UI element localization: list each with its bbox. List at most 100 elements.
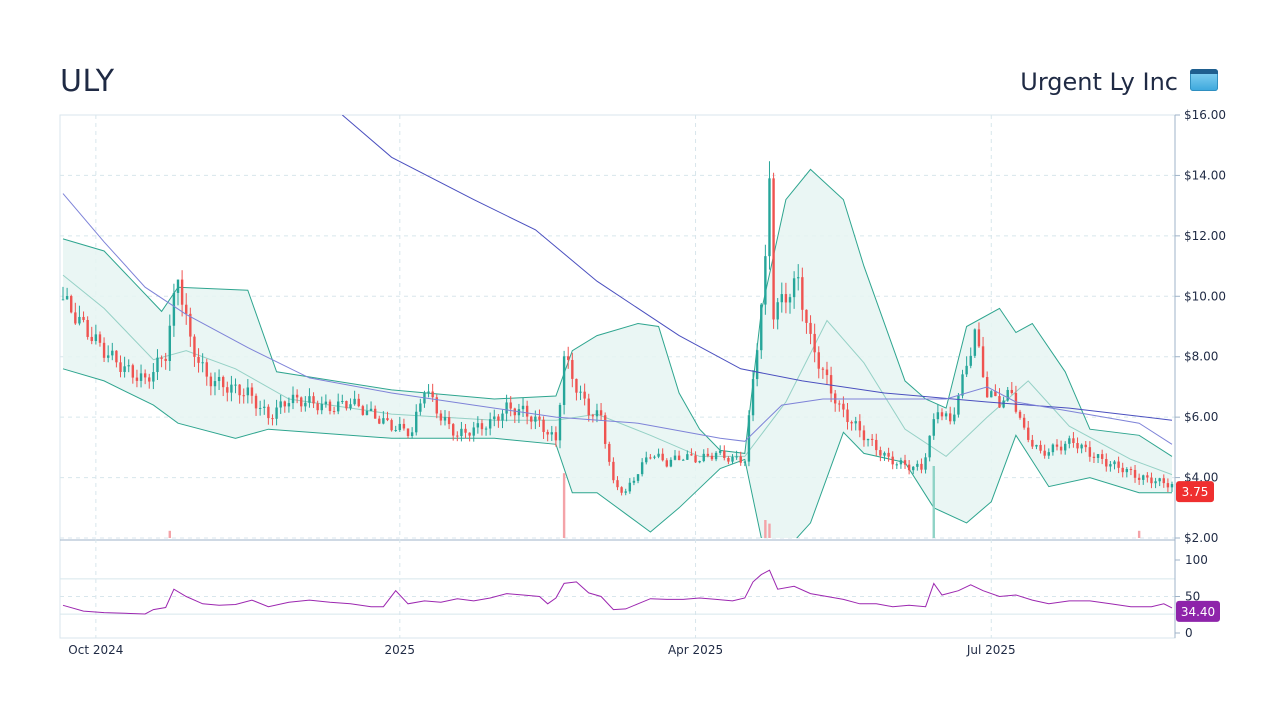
candle-body bbox=[115, 350, 118, 363]
candle-body bbox=[505, 402, 508, 414]
candle-body bbox=[747, 415, 751, 462]
candle-body bbox=[698, 461, 701, 463]
candle-body bbox=[525, 405, 529, 417]
candle-body bbox=[1039, 444, 1042, 451]
candle-body bbox=[780, 294, 783, 303]
candle-body bbox=[488, 419, 492, 429]
candle-body bbox=[772, 178, 775, 320]
candlesticks bbox=[61, 161, 1174, 496]
volume-bar bbox=[168, 530, 171, 538]
candle-body bbox=[645, 457, 648, 463]
candle-body bbox=[217, 376, 221, 382]
candle-body bbox=[1084, 444, 1087, 448]
candle-body bbox=[1006, 389, 1009, 401]
candle-body bbox=[65, 296, 69, 300]
candle-body bbox=[123, 366, 126, 372]
candle-body bbox=[267, 406, 270, 419]
candle-body bbox=[883, 452, 886, 456]
price-tick-label: $6.00 bbox=[1184, 410, 1218, 424]
candle-body bbox=[357, 398, 360, 407]
candle-body bbox=[895, 464, 899, 466]
candle-body bbox=[1051, 444, 1055, 453]
candle-body bbox=[135, 377, 139, 381]
candle-body bbox=[1129, 469, 1133, 471]
candle-body bbox=[994, 391, 997, 397]
candle-body bbox=[74, 312, 77, 324]
volume-bar bbox=[932, 466, 935, 538]
candle-body bbox=[180, 279, 184, 305]
candle-body bbox=[378, 418, 381, 424]
candle-body bbox=[562, 356, 566, 405]
candle-body bbox=[1092, 456, 1096, 458]
candle-body bbox=[682, 459, 685, 461]
price-tick-label: $2.00 bbox=[1184, 531, 1218, 545]
bollinger-middle-line bbox=[62, 274, 1173, 476]
candle-body bbox=[1100, 454, 1104, 459]
candle-body bbox=[825, 369, 829, 376]
candle-body bbox=[86, 319, 89, 337]
candle-body bbox=[612, 461, 615, 481]
value-badges: 3.75 34.40 bbox=[1176, 481, 1220, 622]
rsi-tick-label: 100 bbox=[1185, 553, 1208, 567]
candle-body bbox=[1010, 389, 1014, 393]
candle-body bbox=[669, 459, 673, 467]
volume-bar bbox=[764, 520, 767, 538]
candle-body bbox=[386, 418, 389, 421]
rsi-line bbox=[62, 569, 1173, 615]
candle-body bbox=[801, 277, 804, 310]
candle-body bbox=[193, 336, 196, 357]
candle-body bbox=[813, 333, 816, 353]
candle-body bbox=[591, 415, 595, 417]
candle-body bbox=[928, 435, 931, 458]
candle-body bbox=[973, 329, 977, 356]
candle-body bbox=[575, 378, 578, 393]
candle-body bbox=[484, 428, 488, 430]
candle-body bbox=[924, 457, 927, 470]
candle-body bbox=[308, 396, 311, 403]
candle-body bbox=[250, 387, 254, 396]
candle-body bbox=[493, 416, 496, 420]
candle-body bbox=[1064, 443, 1067, 451]
rsi-tick-label: 50 bbox=[1185, 590, 1200, 604]
candle-body bbox=[599, 410, 603, 416]
candle-body bbox=[694, 455, 697, 463]
candle-body bbox=[784, 294, 788, 303]
candle-body bbox=[727, 458, 730, 462]
bollinger-upper-line bbox=[62, 168, 1173, 457]
price-tick-label: $16.00 bbox=[1184, 108, 1226, 122]
candle-body bbox=[1088, 447, 1092, 457]
candle-body bbox=[1125, 469, 1129, 473]
app-window-icon bbox=[1190, 69, 1218, 91]
candle-body bbox=[1022, 417, 1026, 428]
time-tick-label: Apr 2025 bbox=[668, 643, 723, 657]
candle-body bbox=[579, 391, 582, 393]
candle-body bbox=[718, 450, 722, 453]
candle-body bbox=[1080, 444, 1083, 449]
candle-body bbox=[768, 178, 771, 257]
volume-bar bbox=[768, 523, 771, 538]
candle-body bbox=[271, 418, 274, 420]
candle-body bbox=[427, 391, 430, 393]
candle-body bbox=[517, 409, 521, 416]
candle-body bbox=[160, 357, 163, 359]
candle-body bbox=[649, 457, 652, 459]
candle-body bbox=[542, 419, 545, 432]
candle-body bbox=[603, 415, 607, 444]
candle-body bbox=[961, 374, 964, 396]
candle-body bbox=[903, 460, 907, 465]
candle-body bbox=[70, 296, 73, 313]
candle-body bbox=[373, 408, 377, 419]
candle-body bbox=[90, 336, 93, 342]
candle-body bbox=[875, 439, 878, 451]
candle-body bbox=[139, 373, 143, 381]
candle-body bbox=[1166, 483, 1170, 488]
price-tick-label: $12.00 bbox=[1184, 229, 1226, 243]
candle-body bbox=[263, 406, 266, 408]
candle-body bbox=[369, 408, 373, 411]
candle-body bbox=[328, 401, 332, 412]
candle-body bbox=[760, 304, 763, 351]
candle-body bbox=[435, 397, 438, 414]
candle-body bbox=[550, 432, 553, 435]
candle-body bbox=[764, 256, 767, 305]
